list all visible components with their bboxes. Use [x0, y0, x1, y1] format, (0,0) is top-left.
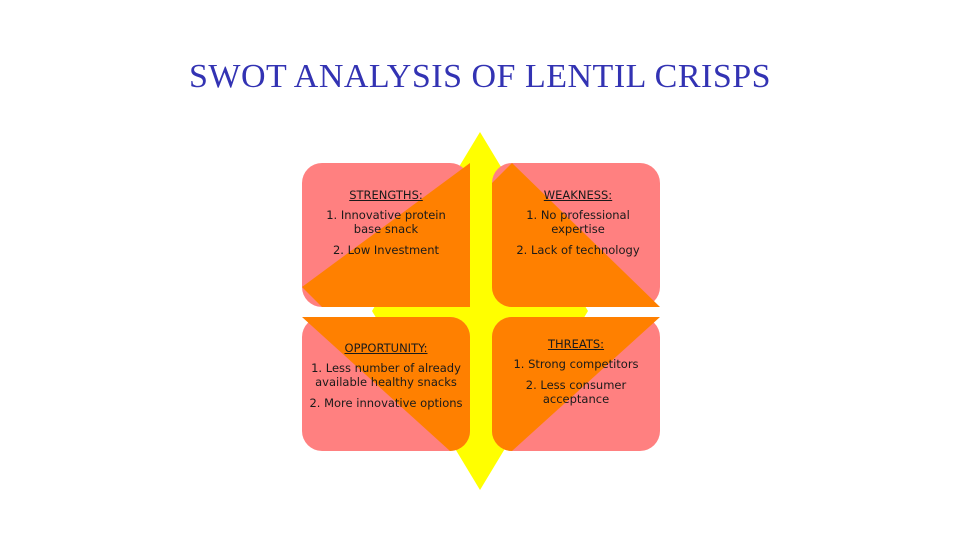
threats-heading: THREATS: [547, 337, 605, 351]
page-title: SWOT ANALYSIS OF LENTIL CRISPS [188, 58, 772, 95]
weakness-heading: WEAKNESS: [543, 188, 613, 202]
strengths-item-2: 2. Low Investment [332, 243, 440, 257]
weakness-text: WEAKNESS: 1. No professional expertise 2… [508, 188, 648, 264]
strengths-heading: STRENGTHS: [349, 188, 423, 202]
weakness-item-2: 2. Lack of technology [516, 243, 640, 257]
opportunity-item-2: 2. More innovative options [309, 396, 463, 410]
strengths-quadrant [302, 163, 470, 307]
weakness-quadrant [492, 163, 660, 307]
opportunity-quadrant [302, 317, 470, 451]
opportunity-heading: OPPORTUNITY: [344, 341, 428, 355]
opportunity-item-1: 1. Less number of already available heal… [311, 361, 461, 389]
strengths-text: STRENGTHS: 1. Innovative protein base sn… [316, 188, 456, 264]
strengths-item-1: 1. Innovative protein base snack [326, 208, 446, 236]
threats-item-2: 2. Less consumer acceptance [525, 378, 627, 406]
opportunity-text: OPPORTUNITY: 1. Less number of already a… [306, 341, 466, 417]
threats-quadrant [492, 317, 660, 451]
threats-text: THREATS: 1. Strong competitors 2. Less c… [504, 337, 648, 413]
weakness-item-1: 1. No professional expertise [526, 208, 630, 236]
threats-item-1: 1. Strong competitors [513, 357, 639, 371]
